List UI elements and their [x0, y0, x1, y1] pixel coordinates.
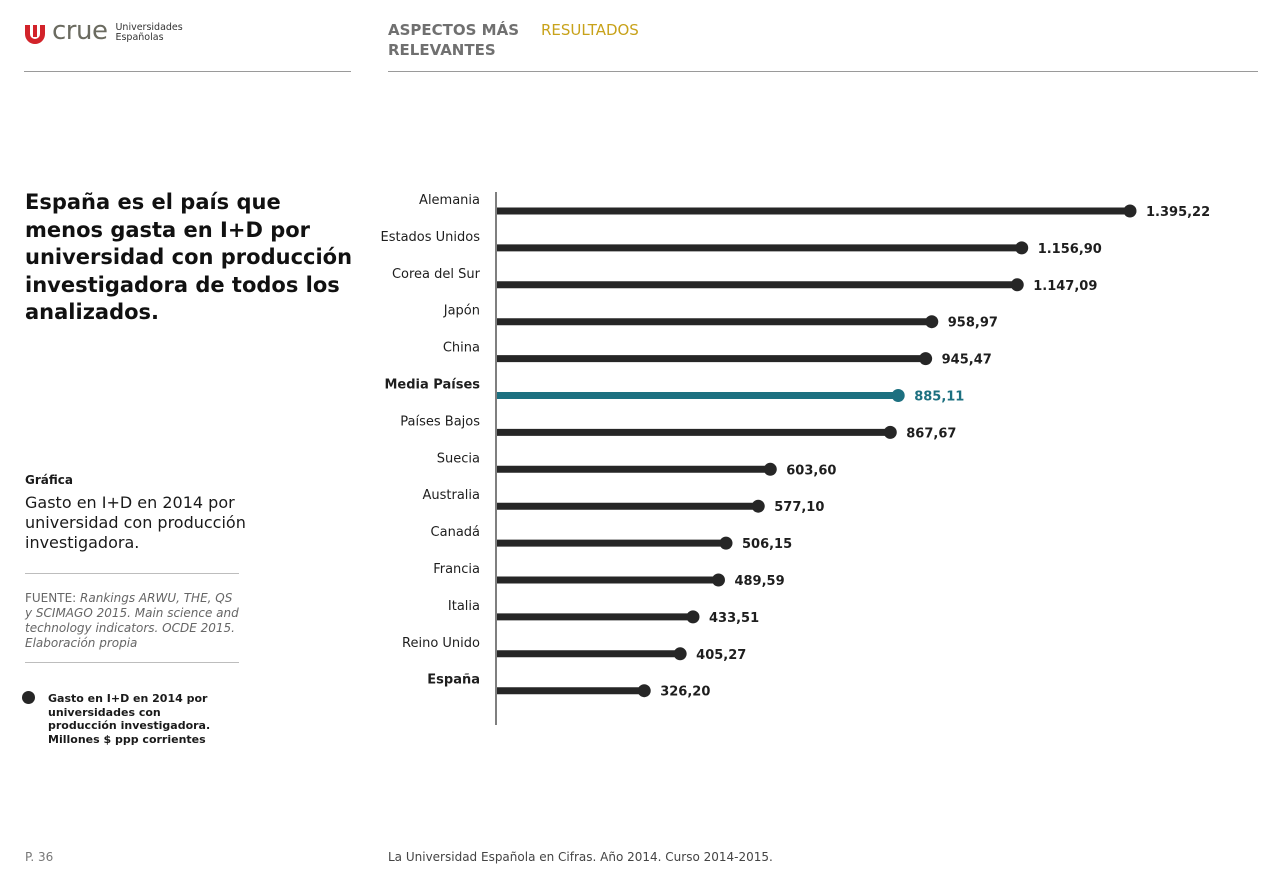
- bar-end-dot: [763, 462, 777, 476]
- grafica-label: Gráfica: [25, 473, 73, 487]
- value-label: 1.156,90: [1038, 242, 1102, 257]
- source-text: Rankings ARWU, THE, QS y SCIMAGO 2015. M…: [25, 591, 239, 650]
- category-label: Australia: [422, 488, 480, 503]
- legend-label: Gasto en I+D en 2014 por universidades c…: [48, 692, 211, 746]
- category-label: Italia: [448, 599, 480, 614]
- category-label: Corea del Sur: [392, 267, 481, 282]
- source-note: FUENTE: Rankings ARWU, THE, QS y SCIMAGO…: [25, 591, 240, 651]
- value-label: 603,60: [786, 463, 836, 478]
- nav-resultados[interactable]: RESULTADOS: [541, 21, 639, 39]
- logo-subtitle: Universidades Españolas: [115, 23, 182, 43]
- bar-end-dot: [719, 536, 733, 550]
- grafica-title: Gasto en I+D en 2014 por universidad con…: [25, 493, 246, 552]
- logo-subtitle-line-1: Universidades: [115, 22, 183, 33]
- page-headline: España es el país que menos gasta en I+D…: [25, 190, 353, 324]
- value-label: 867,67: [906, 426, 956, 441]
- value-label: 326,20: [660, 685, 710, 700]
- value-label: 958,97: [948, 316, 998, 331]
- value-label: 1.147,09: [1033, 279, 1097, 294]
- nav-aspectos-relevantes[interactable]: ASPECTOS MÁS RELEVANTES: [388, 21, 520, 59]
- category-label: Reino Unido: [402, 636, 480, 651]
- lollipop-chart: Alemania 1.395,22 Estados Unidos 1.156,90 Co…: [380, 192, 1210, 725]
- value-label: 489,59: [734, 574, 784, 589]
- bar-end-dot: [1015, 241, 1029, 255]
- bar-end-dot: [711, 573, 725, 587]
- header-rule-right: [388, 71, 1258, 72]
- bar-end-dot: [637, 684, 651, 698]
- category-label: Países Bajos: [400, 414, 480, 429]
- bar-end-dot: [919, 352, 933, 366]
- bar-end-dot: [1123, 204, 1137, 218]
- crue-logo-mark-icon: [25, 25, 45, 44]
- category-label: Media Países: [384, 378, 480, 393]
- value-label: 506,15: [742, 537, 792, 552]
- footer-title: La Universidad Española en Cifras. Año 2…: [388, 850, 773, 864]
- divider-top: [25, 573, 239, 574]
- category-label: Estados Unidos: [380, 230, 480, 245]
- source-label: FUENTE:: [25, 591, 77, 605]
- value-label: 405,27: [696, 648, 746, 663]
- bar-end-dot: [891, 389, 905, 402]
- bar-end-dot: [751, 499, 765, 513]
- category-label: China: [443, 341, 480, 356]
- divider-bottom: [25, 662, 239, 663]
- category-label: Francia: [433, 562, 480, 577]
- header-rule-left: [24, 71, 351, 72]
- logo-wordmark: crue: [52, 16, 108, 46]
- bar-end-dot: [673, 647, 687, 661]
- category-label: Japón: [443, 304, 480, 319]
- bar-end-dot: [1010, 278, 1024, 292]
- value-label: 433,51: [709, 611, 759, 626]
- crue-logo: crue Universidades Españolas: [24, 16, 183, 46]
- category-label: Suecia: [437, 451, 480, 466]
- bar-end-dot: [925, 315, 939, 329]
- bar-end-dot: [686, 610, 700, 624]
- bar-end-dot: [883, 425, 897, 439]
- logo-subtitle-line-2: Españolas: [115, 32, 164, 43]
- page-number: P. 36: [25, 850, 54, 864]
- value-label: 945,47: [942, 353, 992, 368]
- category-label: España: [427, 673, 480, 688]
- legend-dot-icon: [22, 691, 35, 704]
- value-label: 885,11: [914, 390, 964, 405]
- value-label: 1.395,22: [1146, 205, 1210, 220]
- value-label: 577,10: [774, 500, 824, 515]
- category-label: Canadá: [431, 525, 480, 540]
- category-label: Alemania: [419, 193, 480, 208]
